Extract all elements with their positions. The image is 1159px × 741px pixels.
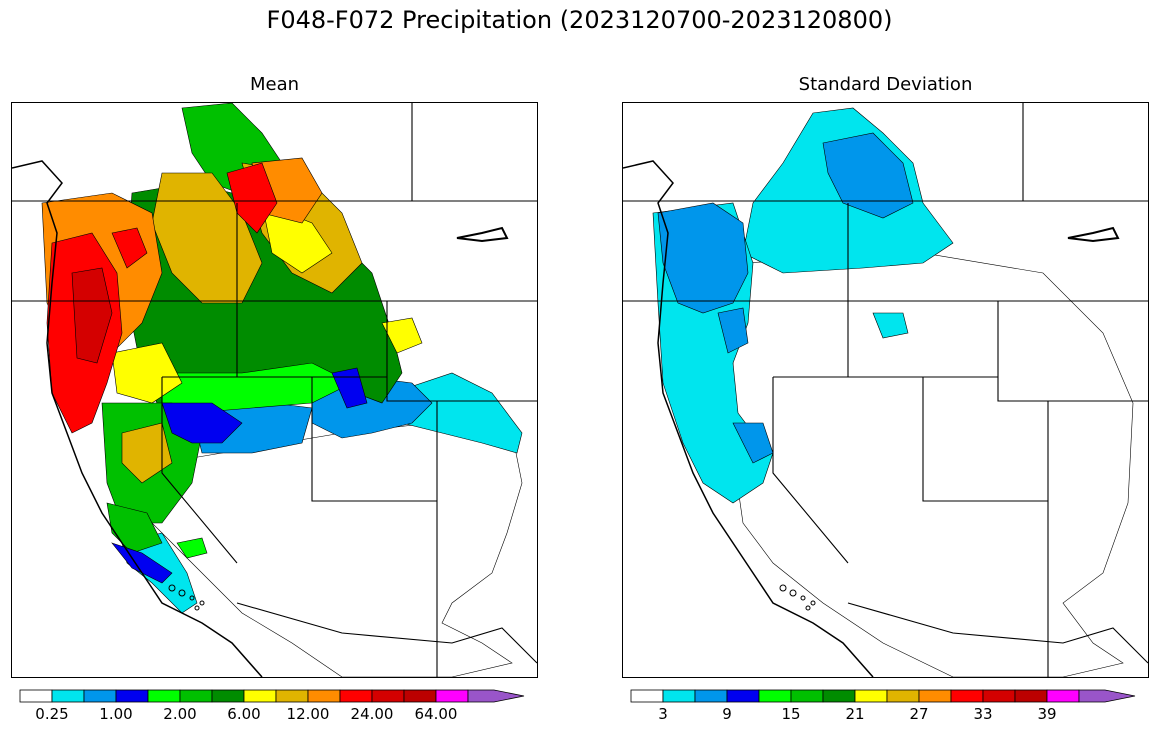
stddev-colorbar-labels: 3 9 15 21 27 33 39: [630, 703, 1142, 723]
mean-panel-title: Mean: [249, 74, 300, 95]
stddev-colorbar-segment: [1078, 689, 1136, 703]
mean-colorbar-tick-label: 6.00: [227, 705, 261, 723]
mean-map-svg: [12, 103, 537, 677]
stddev-colorbar-segment: [886, 689, 920, 703]
mean-islands: [168, 584, 205, 611]
mean-colorbar-segment: [243, 689, 277, 703]
stddev-colorbar-segment: [1014, 689, 1048, 703]
mean-colorbar-segment: [307, 689, 341, 703]
stddev-coastline: [623, 160, 874, 677]
mean-map: [11, 102, 538, 678]
stddev-colorbar-segment: [822, 689, 856, 703]
mean-colorbar-segment: [179, 689, 213, 703]
stddev-map-svg: [623, 103, 1148, 677]
figure-title: F048-F072 Precipitation (2023120700-2023…: [266, 6, 893, 34]
stddev-colorbar-segment: [694, 689, 728, 703]
mean-colorbar-segment: [467, 689, 525, 703]
mean-lake: [456, 226, 509, 243]
stddev-colorbar-tick-label: 27: [909, 705, 929, 723]
mean-colorbar-segment: [371, 689, 405, 703]
mean-colorbar-segment: [403, 689, 437, 703]
mean-colorbar-svg: [19, 689, 525, 703]
mean-colorbar-tick-label: 0.25: [35, 705, 69, 723]
mean-colorbar-segment: [147, 689, 181, 703]
mean-colorbar-segment: [83, 689, 117, 703]
stddev-colorbar-tick-label: 15: [781, 705, 801, 723]
mean-precip-fields: [41, 103, 523, 677]
mean-colorbar-segment: [115, 689, 149, 703]
stddev-colorbar-segment: [1046, 689, 1080, 703]
mean-colorbar-labels: 0.25 1.00 2.00 6.00 12.00 24.00 64.00: [19, 703, 531, 723]
stddev-colorbar-segment: [758, 689, 792, 703]
stddev-panel-title: Standard Deviation: [798, 74, 973, 95]
stddev-panel: Standard Deviation: [622, 72, 1149, 678]
mean-colorbar-segment: [435, 689, 469, 703]
stddev-colorbar-segment: [630, 689, 664, 703]
mean-panel: Mean: [11, 72, 538, 678]
stddev-colorbar-segment: [726, 689, 760, 703]
mean-colorbar-tick-label: 12.00: [286, 705, 330, 723]
stddev-colorbar: 3 9 15 21 27 33 39: [630, 689, 1142, 723]
stddev-islands: [779, 584, 816, 611]
mean-colorbar-segment: [275, 689, 309, 703]
mean-state-boundaries: [12, 103, 537, 677]
stddev-colorbar-segment: [790, 689, 824, 703]
mean-coastline: [12, 160, 263, 677]
stddev-colorbar-segment: [918, 689, 952, 703]
mean-colorbar-segment: [211, 689, 245, 703]
mean-colorbar-tick-label: 2.00: [163, 705, 197, 723]
stddev-fields: [652, 107, 1134, 677]
stddev-lake: [1067, 226, 1120, 243]
mean-colorbar-segment: [19, 689, 53, 703]
stddev-colorbar-segment: [950, 689, 984, 703]
stddev-colorbar-tick-label: 3: [658, 705, 668, 723]
mean-colorbar-segment: [51, 689, 85, 703]
mean-colorbar-segment: [339, 689, 373, 703]
stddev-map: [622, 102, 1149, 678]
stddev-state-boundaries: [623, 103, 1148, 677]
mean-colorbar-tick-label: 64.00: [414, 705, 458, 723]
stddev-colorbar-svg: [630, 689, 1136, 703]
stddev-colorbar-segment: [854, 689, 888, 703]
stddev-colorbar-tick-label: 21: [845, 705, 865, 723]
stddev-colorbar-tick-label: 9: [722, 705, 732, 723]
stddev-colorbar-segment: [982, 689, 1016, 703]
mean-colorbar-tick-label: 1.00: [99, 705, 133, 723]
stddev-colorbar-segment: [662, 689, 696, 703]
mean-colorbar: 0.25 1.00 2.00 6.00 12.00 24.00 64.00: [19, 689, 531, 723]
stddev-colorbar-tick-label: 33: [973, 705, 993, 723]
stddev-colorbar-tick-label: 39: [1037, 705, 1057, 723]
mean-colorbar-tick-label: 24.00: [350, 705, 394, 723]
